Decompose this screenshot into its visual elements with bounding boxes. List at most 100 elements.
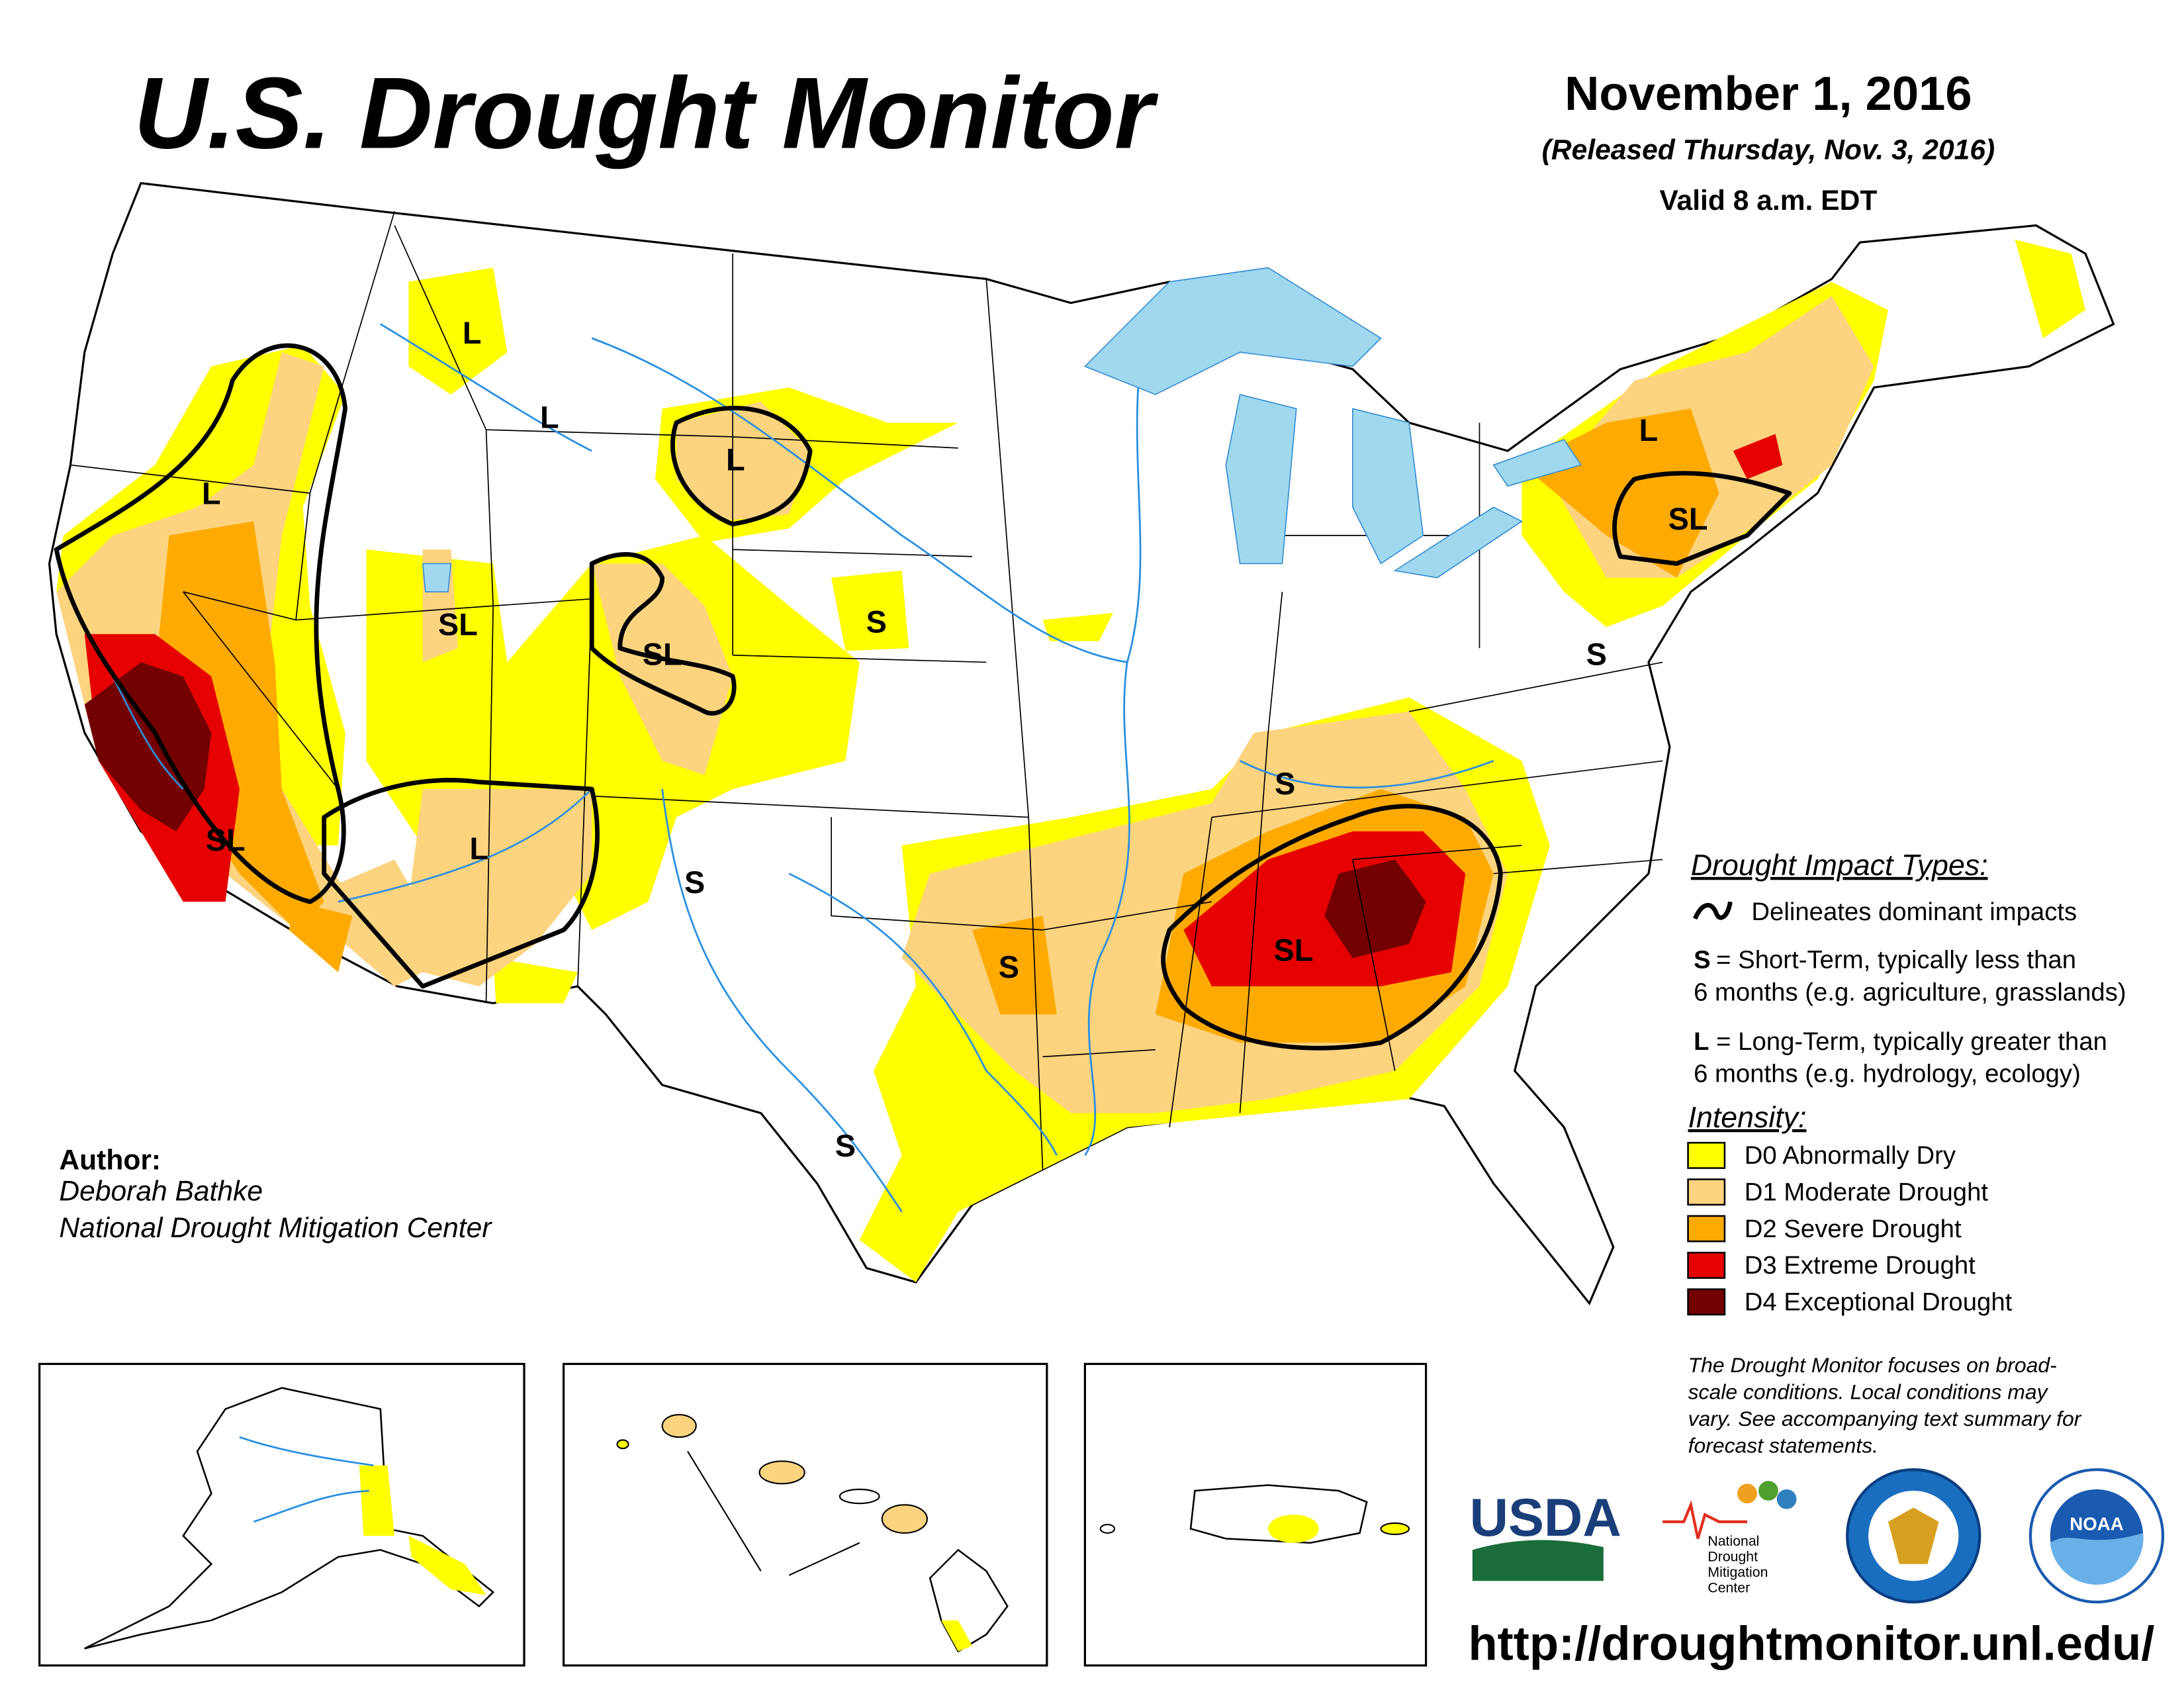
impact-label: L [470, 831, 489, 866]
legend-label: D1 Moderate Drought [1745, 1178, 1989, 1207]
usda-logo: USDA [1470, 1488, 1621, 1581]
disclaimer: The Drought Monitor focuses on broad- [1688, 1353, 2057, 1377]
author-name: Deborah Bathke [59, 1176, 263, 1207]
island [881, 1504, 928, 1534]
leader-line [687, 1450, 762, 1571]
intensity-legend: D0 Abnormally Dry D1 Moderate Drought D2 S… [1687, 1141, 2013, 1317]
ndmc-text: Drought [1707, 1548, 1758, 1564]
author-org: National Drought Mitigation Center [59, 1212, 492, 1244]
impact-line-symbol [1693, 901, 1733, 920]
d0-area [2015, 239, 2085, 338]
lake [1083, 267, 1382, 395]
d2-area [155, 521, 324, 930]
impact-label: S [1586, 637, 1607, 671]
legend-swatch [1687, 1288, 1726, 1316]
d4-area [84, 662, 212, 831]
legend-swatch [1687, 1252, 1726, 1279]
puerto-rico [1189, 1484, 1368, 1544]
island [758, 1460, 805, 1485]
ndmc-logo: National Drought Mitigation Center [1662, 1481, 1797, 1595]
impact-label: SL [1668, 502, 1708, 536]
impact-label: L [463, 316, 482, 350]
legend-label: D3 Extreme Drought [1745, 1251, 1976, 1280]
usda-text: USDA [1470, 1488, 1621, 1548]
impact-label: SL [643, 637, 682, 671]
island [839, 1488, 880, 1505]
legend-swatch [1687, 1215, 1726, 1243]
seal-eagle [1888, 1507, 1939, 1564]
ndmc-tree [1737, 1483, 1757, 1504]
impact-text: 6 months (e.g. hydrology, ecology) [1694, 1060, 2081, 1088]
impact-delineates: Delineates dominant impacts [1751, 898, 2077, 926]
released: (Released Thursday, Nov. 3, 2016) [1542, 134, 1995, 166]
great-lakes [422, 267, 1582, 592]
drought-areas [56, 239, 2085, 1282]
island [616, 1439, 629, 1450]
impact-label: SL [1274, 933, 1314, 967]
impact-label: SL [438, 608, 478, 642]
disclaimer: scale conditions. Local conditions may [1688, 1380, 2049, 1404]
d0-area [831, 571, 909, 651]
intensity-heading: Intensity: [1688, 1102, 1807, 1134]
usda-swoosh [1472, 1540, 1604, 1581]
d2-area [289, 902, 353, 972]
impact-text: = Long-Term, typically greater than [1716, 1027, 2107, 1056]
lake [1393, 506, 1524, 579]
impact-text: = Short-Term, typically less than [1716, 945, 2076, 974]
ndmc-text: National [1707, 1533, 1759, 1549]
impact-label: S [835, 1129, 856, 1163]
rivers [112, 323, 1494, 1213]
commerce-seal [1846, 1468, 1981, 1604]
noaa-text: NOAA [2070, 1514, 2123, 1534]
ndmc-tree [1758, 1481, 1778, 1501]
d1-area [408, 788, 592, 986]
impact-label: L [1639, 413, 1659, 447]
conus-map: L L L L SL S SL L SL S S L SL S S SL S S… [48, 181, 2115, 1604]
impact-label: S [684, 865, 705, 900]
legend-swatch [1687, 1178, 1726, 1206]
d0-area [408, 267, 508, 395]
impact-letter: L [1694, 1027, 1709, 1056]
d1-area [676, 401, 811, 522]
impact-label: S [866, 604, 887, 639]
d4-area [1324, 859, 1426, 959]
d0-area [408, 1536, 486, 1595]
noaa-logo: NOAA [2028, 1468, 2165, 1604]
island [661, 1413, 697, 1438]
impact-label: L [726, 443, 745, 477]
hawaii-inset [563, 1362, 1048, 1667]
impact-label: S [1275, 767, 1295, 801]
noaa-wave [2050, 1532, 2144, 1585]
legend-swatch [1687, 1141, 1726, 1169]
leader-line [788, 1542, 860, 1576]
impact-heading: Drought Impact Types: [1691, 849, 1988, 882]
lake [1225, 393, 1297, 565]
puerto-rico-inset [1083, 1362, 1428, 1667]
d0-area [941, 1620, 973, 1652]
impact-label: L [202, 477, 221, 511]
ndmc-text: Center [1707, 1579, 1750, 1595]
island [1099, 1524, 1116, 1534]
lake [422, 563, 452, 592]
impact-boundaries [54, 343, 1792, 1051]
island [1380, 1522, 1410, 1536]
d0-area [1042, 612, 1113, 641]
lake [1492, 439, 1582, 487]
date: November 1, 2016 [1565, 67, 1972, 120]
legend-label: D2 Severe Drought [1745, 1215, 1962, 1243]
d0-area [359, 1465, 395, 1536]
impact-label: S [999, 950, 1019, 984]
impact-letter: S [1694, 945, 1711, 974]
impact-text: 6 months (e.g. agriculture, grasslands) [1694, 978, 2126, 1006]
author-heading: Author: [59, 1145, 161, 1176]
d0-area [1268, 1515, 1319, 1543]
legend-label: D4 Exceptional Drought [1745, 1288, 2013, 1317]
valid: Valid 8 a.m. EDT [1660, 185, 1878, 216]
disclaimer: vary. See accompanying text summary for [1688, 1407, 2082, 1430]
d3-area [1733, 434, 1783, 479]
d0-area [493, 958, 578, 1004]
ndmc-graph [1662, 1500, 1747, 1539]
disclaimer: forecast statements. [1688, 1434, 1878, 1458]
alaska-inset [38, 1362, 525, 1667]
